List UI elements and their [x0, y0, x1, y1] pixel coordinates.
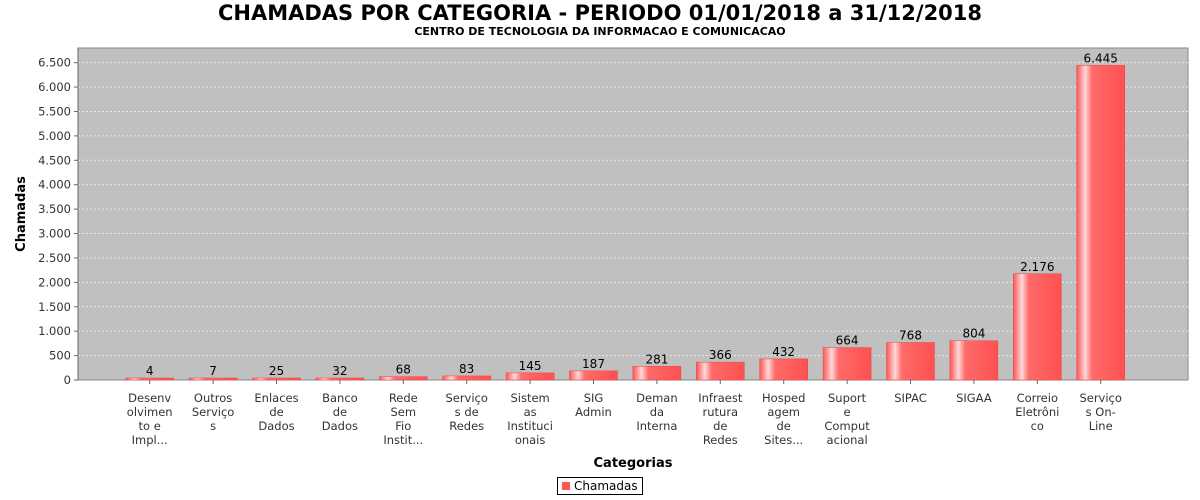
data-label: 281	[645, 352, 668, 366]
legend-label: Chamadas	[574, 479, 638, 493]
y-tick-label: 1.500	[38, 300, 71, 314]
bar	[949, 340, 999, 381]
x-tick-label: Banco de Dados	[322, 391, 358, 433]
bars: 4 7 25 32 68 83 145 187 281 366 432 664 768 804 2.176 6…	[125, 51, 1125, 381]
y-tick-label: 500	[49, 349, 71, 363]
y-tick-label: 3.500	[38, 202, 71, 216]
bar	[188, 377, 238, 381]
y-tick-label: 2.500	[38, 251, 71, 265]
legend-swatch	[562, 482, 570, 490]
legend: Chamadas	[557, 477, 643, 495]
data-label: 6.445	[1084, 51, 1118, 65]
x-tick-label: Sistem as Instituci onais	[507, 391, 553, 447]
bar	[505, 372, 555, 381]
y-tick-label: 3.000	[38, 227, 71, 241]
bar	[252, 377, 301, 381]
data-label: 68	[396, 363, 411, 377]
bar	[632, 366, 682, 381]
bar	[1076, 65, 1125, 381]
x-tick-label: Desenv olvimen to e Impl...	[127, 391, 173, 447]
y-tick-label: 4.000	[38, 178, 71, 192]
bar	[315, 377, 365, 381]
data-label: 432	[772, 345, 795, 359]
x-tick-label: Rede Sem Fio Instit...	[383, 391, 423, 447]
bar	[696, 361, 745, 381]
x-tick-label: SIPAC	[894, 391, 927, 405]
chart-subtitle: CENTRO DE TECNOLOGIA DA INFORMACAO E COM…	[414, 25, 786, 38]
axes: 0 500 1.000 1.500 2.000 2.500 3.000 3.500 4.000 4…	[38, 48, 1122, 447]
data-label: 2.176	[1020, 260, 1054, 274]
data-label: 664	[836, 334, 859, 348]
y-tick-label: 1.000	[38, 324, 71, 338]
x-tick-label: Hosped agem de Sites...	[762, 391, 805, 447]
data-label: 25	[269, 364, 284, 378]
x-axis-label: Categorias	[594, 456, 673, 471]
data-label: 187	[582, 357, 605, 371]
y-tick-label: 6.500	[38, 56, 71, 70]
x-tick-label: Correio Eletrôni co	[1015, 391, 1059, 433]
y-tick-label: 4.500	[38, 153, 71, 167]
data-label: 7	[209, 364, 217, 378]
data-label: 4	[146, 364, 154, 378]
x-tick-label: Outros Serviço s	[192, 391, 234, 433]
bar	[1013, 273, 1062, 381]
plot-area	[77, 47, 1189, 381]
chart-title: CHAMADAS POR CATEGORIA - PERIODO 01/01/2…	[217, 1, 983, 25]
gridlines	[78, 62, 1188, 357]
bar	[886, 342, 935, 381]
x-tick-label: SIGAA	[956, 391, 992, 405]
bar	[569, 370, 618, 381]
data-label: 32	[332, 364, 347, 378]
bar	[125, 377, 174, 381]
x-tick-label: Enlaces de Dados	[254, 391, 298, 433]
bar	[442, 375, 491, 381]
x-tick-label: Serviço s de Redes	[445, 391, 487, 433]
y-axis-label: Chamadas	[14, 176, 29, 252]
bar	[759, 358, 808, 381]
data-label: 804	[962, 327, 985, 341]
x-tick-label: Deman da Interna	[636, 391, 677, 433]
y-tick-label: 2.000	[38, 275, 71, 289]
y-tick-label: 5.000	[38, 129, 71, 143]
y-tick-label: 6.000	[38, 80, 71, 94]
x-tick-label: SIG Admin	[575, 391, 612, 419]
data-label: 83	[459, 362, 474, 376]
bar	[822, 347, 872, 381]
data-label: 366	[709, 348, 732, 362]
x-tick-label: Infraest rutura de Redes	[698, 391, 743, 447]
y-tick-label: 0	[64, 373, 71, 387]
x-tick-label: Serviço s On-Line	[1079, 391, 1121, 433]
data-label: 768	[899, 329, 922, 343]
x-tick-label: Suport e Comput acional	[824, 391, 870, 447]
bar	[379, 376, 428, 381]
y-tick-label: 5.500	[38, 104, 71, 118]
data-label: 145	[519, 359, 542, 373]
